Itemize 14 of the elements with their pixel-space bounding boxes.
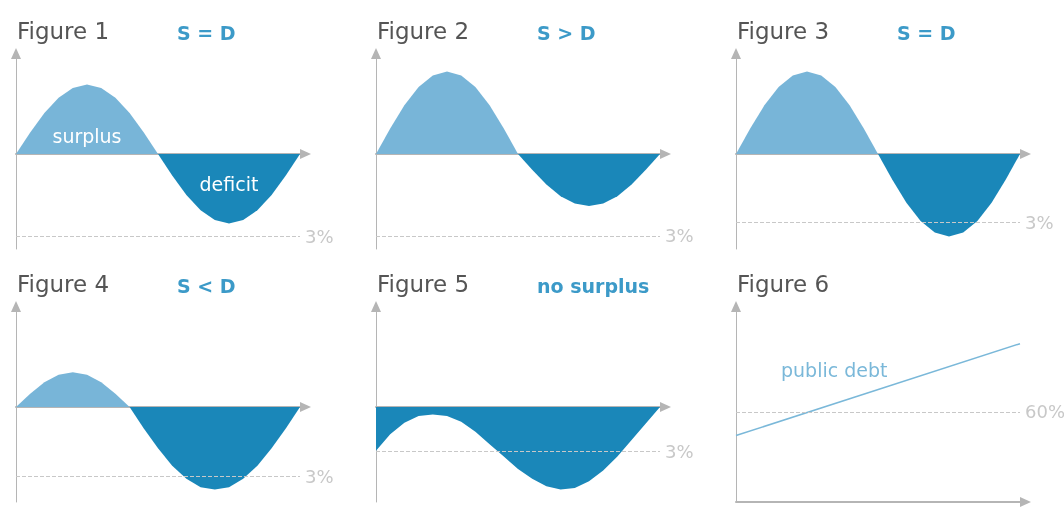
chart-title: Figure 5 — [377, 270, 470, 297]
chart-title: Figure 1 — [17, 17, 110, 44]
chart-subtitle: no surplus — [537, 274, 650, 297]
series-label: public debt — [781, 358, 888, 381]
chart-title: Figure 3 — [737, 17, 830, 44]
chart-title: Figure 4 — [17, 270, 110, 297]
series-label: deficit — [199, 172, 259, 195]
chart-subtitle: S = D — [177, 21, 236, 44]
chart-title: Figure 6 — [737, 270, 830, 297]
chart-subtitle: S > D — [537, 21, 596, 44]
chart-subtitle: S = D — [897, 21, 956, 44]
series-label: surplus — [52, 125, 122, 148]
chart-title: Figure 2 — [377, 17, 470, 44]
chart-subtitle: S < D — [177, 274, 236, 297]
